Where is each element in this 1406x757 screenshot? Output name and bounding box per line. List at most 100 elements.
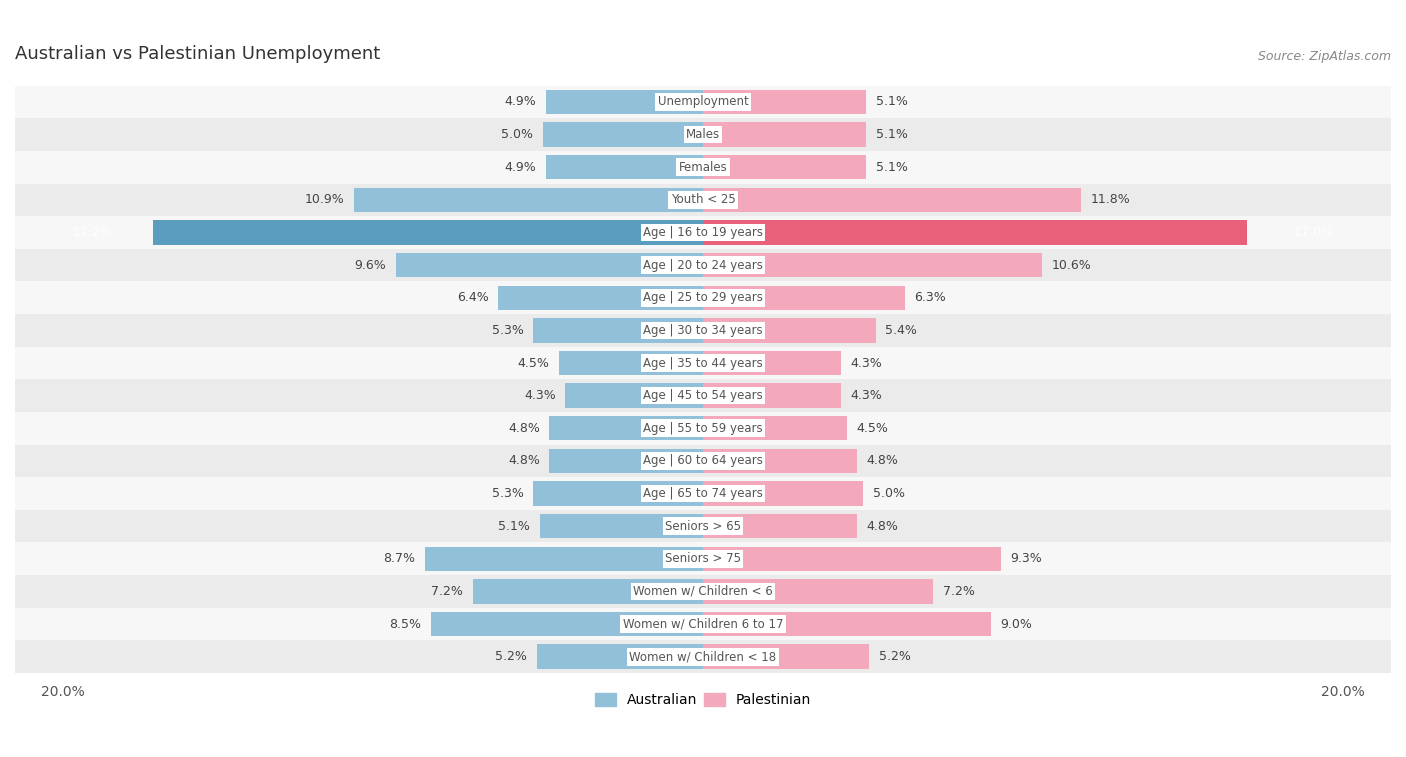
Text: Women w/ Children < 18: Women w/ Children < 18 <box>630 650 776 663</box>
Text: 4.9%: 4.9% <box>505 95 537 108</box>
Bar <box>703 123 866 147</box>
Bar <box>703 416 846 441</box>
Text: 10.6%: 10.6% <box>1052 259 1091 272</box>
Text: 7.2%: 7.2% <box>432 585 463 598</box>
Text: 5.3%: 5.3% <box>492 324 524 337</box>
Bar <box>703 285 904 310</box>
Text: 4.3%: 4.3% <box>524 389 555 402</box>
Bar <box>546 155 703 179</box>
Text: 5.3%: 5.3% <box>492 487 524 500</box>
Bar <box>0 118 1406 151</box>
Bar <box>703 514 856 538</box>
Text: 8.5%: 8.5% <box>389 618 422 631</box>
Bar <box>550 449 703 473</box>
Text: Males: Males <box>686 128 720 141</box>
Bar <box>425 547 703 571</box>
Bar <box>550 416 703 441</box>
Text: Women w/ Children < 6: Women w/ Children < 6 <box>633 585 773 598</box>
Bar <box>703 579 934 603</box>
Text: 4.8%: 4.8% <box>508 454 540 467</box>
Legend: Australian, Palestinian: Australian, Palestinian <box>589 687 817 712</box>
Bar <box>0 217 1406 249</box>
Bar <box>703 220 1247 245</box>
Bar <box>153 220 703 245</box>
Text: 7.2%: 7.2% <box>943 585 974 598</box>
Bar <box>703 449 856 473</box>
Bar <box>472 579 703 603</box>
Bar <box>703 644 869 669</box>
Text: Women w/ Children 6 to 17: Women w/ Children 6 to 17 <box>623 618 783 631</box>
Text: 5.4%: 5.4% <box>886 324 917 337</box>
Bar <box>533 481 703 506</box>
Bar <box>546 90 703 114</box>
Bar <box>543 123 703 147</box>
Text: Age | 35 to 44 years: Age | 35 to 44 years <box>643 357 763 369</box>
Bar <box>703 383 841 408</box>
Bar <box>703 253 1042 277</box>
Bar <box>703 318 876 343</box>
Bar <box>703 90 866 114</box>
Text: Seniors > 65: Seniors > 65 <box>665 519 741 533</box>
Bar <box>0 151 1406 183</box>
Text: 4.3%: 4.3% <box>851 389 882 402</box>
Text: 8.7%: 8.7% <box>382 553 415 565</box>
Bar <box>0 347 1406 379</box>
Bar <box>0 575 1406 608</box>
Text: 17.2%: 17.2% <box>73 226 112 239</box>
Text: 4.3%: 4.3% <box>851 357 882 369</box>
Text: 5.1%: 5.1% <box>498 519 530 533</box>
Text: Youth < 25: Youth < 25 <box>671 193 735 207</box>
Bar <box>0 282 1406 314</box>
Bar <box>432 612 703 637</box>
Text: Age | 30 to 34 years: Age | 30 to 34 years <box>643 324 763 337</box>
Text: 5.0%: 5.0% <box>502 128 533 141</box>
Text: 9.0%: 9.0% <box>1001 618 1032 631</box>
Text: 4.5%: 4.5% <box>856 422 889 435</box>
Text: Age | 60 to 64 years: Age | 60 to 64 years <box>643 454 763 467</box>
Bar <box>0 608 1406 640</box>
Text: 5.2%: 5.2% <box>879 650 911 663</box>
Bar <box>396 253 703 277</box>
Text: Source: ZipAtlas.com: Source: ZipAtlas.com <box>1258 50 1391 63</box>
Text: Age | 16 to 19 years: Age | 16 to 19 years <box>643 226 763 239</box>
Text: 5.1%: 5.1% <box>876 95 908 108</box>
Text: 17.0%: 17.0% <box>1294 226 1333 239</box>
Bar <box>0 543 1406 575</box>
Text: 11.8%: 11.8% <box>1090 193 1130 207</box>
Text: 10.9%: 10.9% <box>305 193 344 207</box>
Text: 4.5%: 4.5% <box>517 357 550 369</box>
Bar <box>0 249 1406 282</box>
Bar <box>0 477 1406 509</box>
Text: Age | 55 to 59 years: Age | 55 to 59 years <box>643 422 763 435</box>
Bar <box>540 514 703 538</box>
Text: 5.1%: 5.1% <box>876 160 908 173</box>
Bar <box>354 188 703 212</box>
Text: Age | 65 to 74 years: Age | 65 to 74 years <box>643 487 763 500</box>
Bar <box>498 285 703 310</box>
Bar <box>703 188 1081 212</box>
Bar <box>0 379 1406 412</box>
Text: Unemployment: Unemployment <box>658 95 748 108</box>
Text: Age | 20 to 24 years: Age | 20 to 24 years <box>643 259 763 272</box>
Text: 4.9%: 4.9% <box>505 160 537 173</box>
Bar <box>0 314 1406 347</box>
Bar <box>565 383 703 408</box>
Text: 4.8%: 4.8% <box>866 519 898 533</box>
Text: 4.8%: 4.8% <box>508 422 540 435</box>
Bar <box>703 612 991 637</box>
Bar <box>703 155 866 179</box>
Bar <box>703 547 1001 571</box>
Text: 6.4%: 6.4% <box>457 291 489 304</box>
Text: Seniors > 75: Seniors > 75 <box>665 553 741 565</box>
Text: Females: Females <box>679 160 727 173</box>
Bar <box>0 86 1406 118</box>
Text: Age | 25 to 29 years: Age | 25 to 29 years <box>643 291 763 304</box>
Text: 5.1%: 5.1% <box>876 128 908 141</box>
Text: 6.3%: 6.3% <box>914 291 946 304</box>
Text: 5.2%: 5.2% <box>495 650 527 663</box>
Bar <box>703 481 863 506</box>
Text: 5.0%: 5.0% <box>873 487 904 500</box>
Text: Australian vs Palestinian Unemployment: Australian vs Palestinian Unemployment <box>15 45 380 63</box>
Bar <box>560 350 703 375</box>
Text: 9.3%: 9.3% <box>1010 553 1042 565</box>
